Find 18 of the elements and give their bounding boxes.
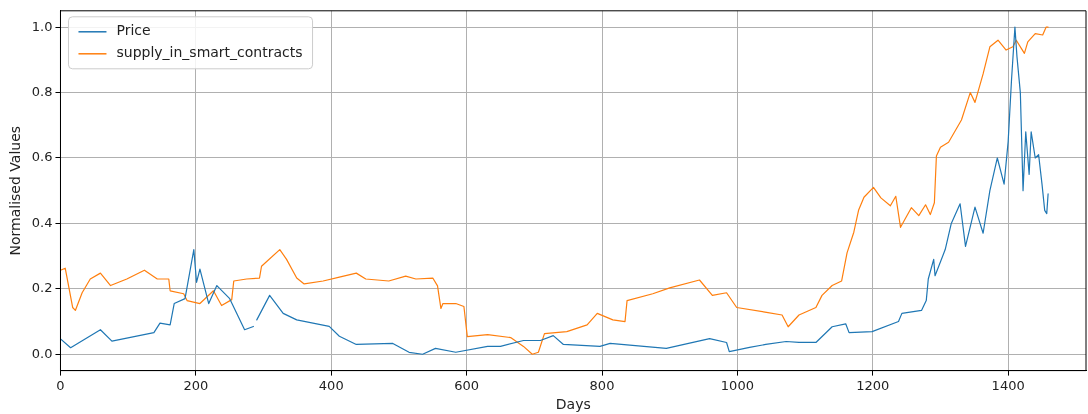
y-tick-label: 0.6: [31, 149, 53, 165]
y-tick-label: 1.0: [31, 18, 53, 34]
x-tick-label: 1400: [991, 377, 1025, 393]
y-tick-label: 0.8: [31, 83, 53, 99]
x-tick-label: 0: [56, 377, 65, 393]
x-tick-label: 1200: [856, 377, 890, 393]
x-tick-label: 800: [589, 377, 615, 393]
legend-label: supply_in_smart_contracts: [116, 44, 303, 61]
x-tick-label: 200: [183, 377, 209, 393]
y-tick-label: 0.0: [31, 345, 53, 361]
x-axis-title: Days: [555, 396, 591, 413]
x-tick-label: 400: [318, 377, 344, 393]
legend-label: Price: [116, 22, 151, 39]
x-tick-label: 600: [454, 377, 480, 393]
y-tick-label: 0.2: [31, 280, 53, 296]
y-axis-title: Normalised Values: [7, 125, 24, 256]
y-tick-label: 0.4: [31, 214, 53, 230]
x-tick-label: 1000: [720, 377, 754, 393]
